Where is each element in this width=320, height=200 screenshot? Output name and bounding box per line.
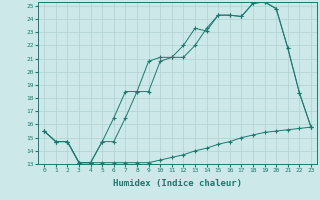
X-axis label: Humidex (Indice chaleur): Humidex (Indice chaleur) xyxy=(113,179,242,188)
